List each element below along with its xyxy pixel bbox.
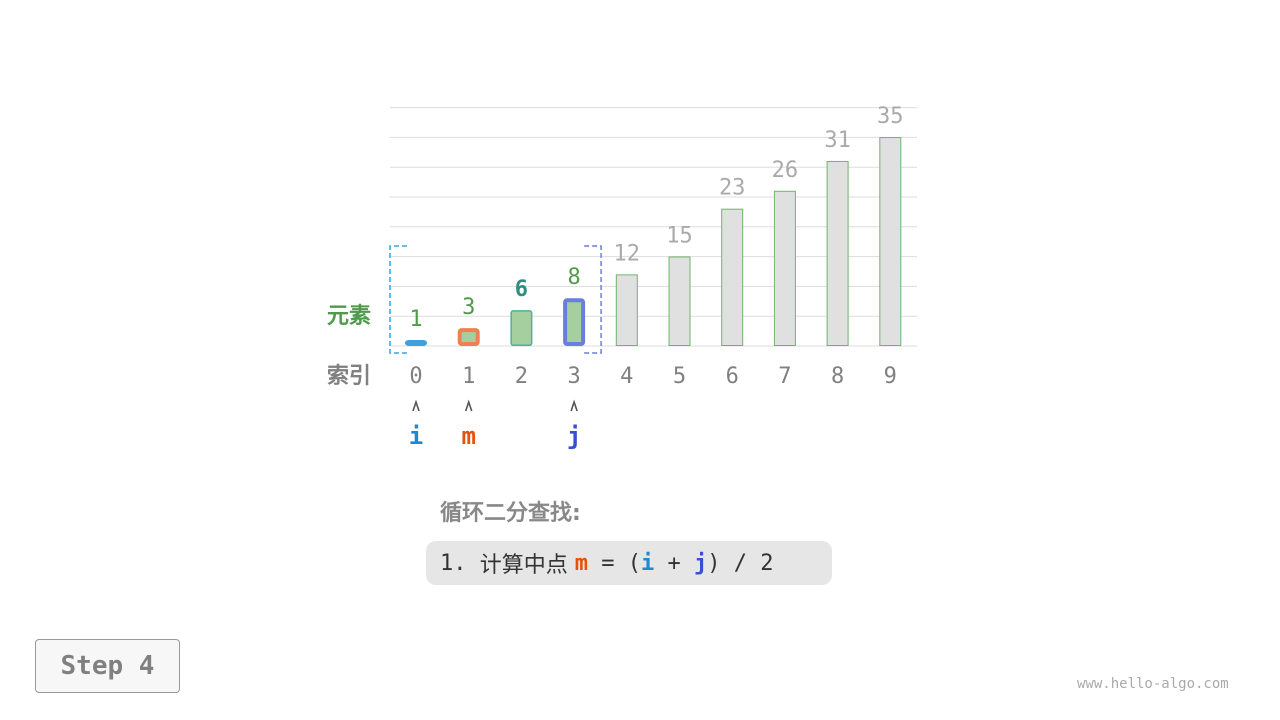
value-label-3: 8 bbox=[567, 265, 580, 290]
bar-0 bbox=[405, 340, 427, 346]
index-label-1: 1 bbox=[462, 364, 475, 389]
bar-3 bbox=[563, 298, 586, 346]
value-label-4: 12 bbox=[614, 241, 641, 266]
index-label-0: 0 bbox=[409, 364, 422, 389]
var-j: j bbox=[693, 550, 708, 576]
bar-4 bbox=[615, 274, 638, 346]
index-label-2: 2 bbox=[515, 364, 528, 389]
value-label-2: 6 bbox=[515, 277, 528, 302]
pointer-arrow-icon bbox=[412, 399, 420, 412]
index-label-7: 7 bbox=[778, 364, 791, 389]
eq: = ( bbox=[588, 550, 641, 576]
value-label-8: 31 bbox=[824, 128, 851, 153]
indices-label: 索引 bbox=[327, 364, 371, 389]
index-label-8: 8 bbox=[831, 364, 844, 389]
index-label-5: 5 bbox=[673, 364, 686, 389]
bar-1 bbox=[457, 328, 480, 346]
tail: ) / 2 bbox=[707, 550, 774, 576]
step-description: 1. 计算中点 m = (i + j) / 2 bbox=[426, 541, 832, 585]
bar-8 bbox=[826, 160, 849, 346]
index-label-9: 9 bbox=[884, 364, 897, 389]
value-label-7: 26 bbox=[772, 158, 799, 183]
step-button[interactable]: Step 4 bbox=[35, 639, 180, 693]
pointer-arrow-icon bbox=[464, 399, 473, 412]
value-label-9: 35 bbox=[877, 104, 904, 129]
bar-9 bbox=[879, 137, 902, 346]
value-label-5: 15 bbox=[666, 223, 693, 248]
pointer-i: i bbox=[409, 422, 423, 450]
value-label-0: 1 bbox=[409, 307, 422, 332]
bar-5 bbox=[668, 256, 691, 347]
step-cn: 计算中点 bbox=[479, 553, 575, 578]
pointer-arrow-icon bbox=[570, 399, 578, 412]
pointer-m: m bbox=[461, 422, 475, 450]
plus: + bbox=[654, 550, 694, 576]
value-label-6: 23 bbox=[719, 176, 746, 201]
range-bracket-right bbox=[584, 245, 602, 354]
index-label-4: 4 bbox=[620, 364, 633, 389]
index-label-6: 6 bbox=[726, 364, 739, 389]
algorithm-title: 循环二分查找: bbox=[440, 501, 581, 526]
elements-label: 元素 bbox=[327, 303, 371, 329]
index-label-3: 3 bbox=[567, 364, 580, 389]
var-m: m bbox=[574, 550, 588, 576]
bar-6 bbox=[721, 208, 744, 346]
range-bracket-left bbox=[389, 245, 407, 354]
bar-7 bbox=[773, 190, 796, 346]
bar-2 bbox=[510, 310, 533, 346]
pointer-j: j bbox=[567, 422, 581, 450]
step-prefix: 1. bbox=[440, 550, 480, 576]
watermark: www.hello-algo.com bbox=[1077, 676, 1229, 692]
var-i: i bbox=[640, 550, 655, 576]
value-label-1: 3 bbox=[462, 295, 475, 320]
